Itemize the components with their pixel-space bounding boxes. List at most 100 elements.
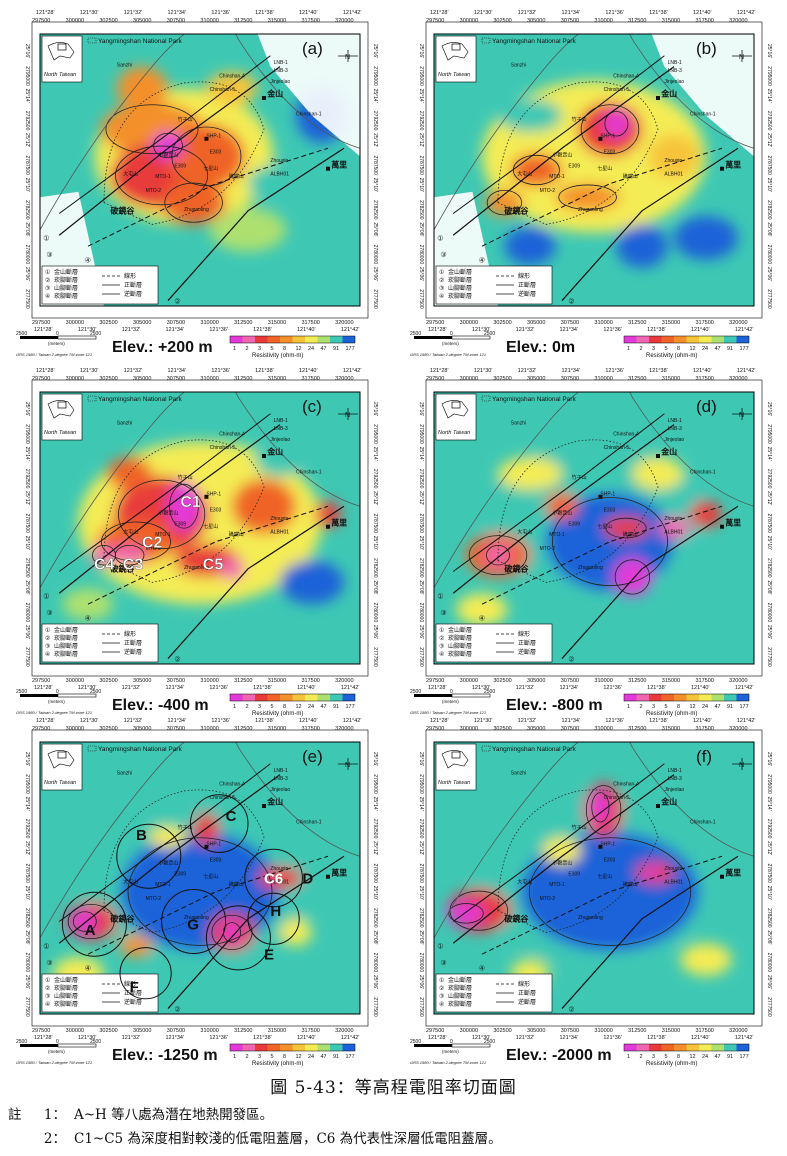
bottom-tm-label: 297500 xyxy=(32,320,50,326)
bottom-tm-label: 305000 xyxy=(133,678,151,684)
colorbar-swatch xyxy=(230,694,243,701)
contour-line xyxy=(127,837,273,946)
colorbar-title: Resistivity (ohm-m) xyxy=(252,1061,303,1067)
zone-label-f: F xyxy=(130,979,139,996)
resistivity-zone xyxy=(498,457,562,490)
bottom-tm-label: 297500 xyxy=(426,678,444,684)
bottom-longitude-label: 121°40' xyxy=(691,1035,710,1041)
colorbar-tick: 1 xyxy=(627,704,630,710)
place-label-mto2: MTO-2 xyxy=(540,188,556,194)
bottom-longitude-label: 121°42' xyxy=(735,1035,754,1041)
right-tick-label: 2780000 xyxy=(372,603,378,623)
scale-unit: (meters) xyxy=(442,699,459,704)
fault-line-2 xyxy=(452,55,665,214)
resistivity-map xyxy=(434,34,754,306)
bottom-longitude-label: 121°34' xyxy=(166,327,185,333)
top-longitude-label: 121°28' xyxy=(430,718,449,724)
legend-symbol: ④ xyxy=(45,651,50,658)
bottom-longitude-label: 121°38' xyxy=(647,327,666,333)
place-label-jinjiao: Jinjeolao xyxy=(664,79,684,85)
right-tick-label: 2777500 xyxy=(766,997,772,1017)
resistivity-zone xyxy=(113,544,146,567)
right-tick-label: 2795000 xyxy=(372,774,378,794)
park-legend-symbol xyxy=(87,745,97,752)
zone-label-a: A xyxy=(85,922,96,939)
north-arrow-icon: N xyxy=(732,408,752,420)
colorbar-swatch xyxy=(267,1044,280,1051)
top-longitude-label: 121°32' xyxy=(124,10,143,16)
place-label-chinshan5: Chinshan-5 xyxy=(210,87,236,93)
well-marker xyxy=(656,96,660,100)
bottom-tm-label: 307500 xyxy=(167,320,185,326)
place-label-lnb1: LNB-1 xyxy=(668,60,682,66)
resistivity-zone xyxy=(613,557,652,596)
bottom-tm-label: 305000 xyxy=(527,320,545,326)
scale-number: 0 xyxy=(450,331,453,337)
resistivity-zone xyxy=(116,66,168,111)
right-tick-label: 25°10' xyxy=(766,886,772,900)
coastline xyxy=(434,392,754,589)
bottom-longitude-label: 121°36' xyxy=(603,1035,622,1041)
left-tick-label: 25°12' xyxy=(24,133,30,147)
colorbar-swatch xyxy=(342,694,355,701)
panel-label: (b) xyxy=(696,39,717,58)
colorbar-swatch xyxy=(711,1044,724,1051)
colorbar-tick: 177 xyxy=(346,1054,355,1060)
right-tick-label: 25°08' xyxy=(372,930,378,944)
right-tick-label: 2795000 xyxy=(766,424,772,444)
colorbar-tick: 1 xyxy=(233,1054,236,1060)
place-label-mto2: MTO-2 xyxy=(540,896,556,902)
bottom-tm-label: 317500 xyxy=(695,320,713,326)
colorbar-swatch xyxy=(317,1044,330,1051)
fault-number: ④ xyxy=(479,964,485,972)
bottom-longitude-label: 121°36' xyxy=(209,685,228,691)
top-longitude-label: 121°42' xyxy=(343,368,362,374)
fault-number: ③ xyxy=(46,251,52,259)
fault-number: ④ xyxy=(85,964,91,972)
bottom-longitude-label: 121°32' xyxy=(122,327,141,333)
note-number: 1： xyxy=(43,1107,66,1123)
bottom-tm-label: 315000 xyxy=(268,1028,286,1034)
place-label-zhugaoling: Zhugaoling xyxy=(578,207,603,213)
fault-number: ② xyxy=(174,297,180,305)
park-boundary xyxy=(103,789,265,933)
place-label-qixing: 七星山 xyxy=(597,165,612,172)
colorbar-swatch xyxy=(686,694,699,701)
place-label-datun: 大屯山 xyxy=(123,878,138,885)
left-tick-label: 25°06' xyxy=(24,267,30,281)
colorbar-swatch xyxy=(649,1044,662,1051)
legend-text: 金山斷層 xyxy=(54,268,78,276)
colorbar-swatch xyxy=(736,694,749,701)
note-row-1: 註 1： A~H 等八處為潛在地熱開發區。 xyxy=(8,1103,502,1127)
place-label-mto1: MTO-1 xyxy=(549,532,565,538)
left-tick-label: 2787500 xyxy=(24,155,30,175)
legend-text: 崁腳斷層 xyxy=(448,984,472,992)
contour-line xyxy=(486,189,523,216)
place-label-e309: E309 xyxy=(174,163,186,169)
legend-symbol: ③ xyxy=(45,285,50,292)
colorbar-tick: 1 xyxy=(627,346,630,352)
park-legend-label: Yangmingshan National Park xyxy=(98,396,182,403)
top-tm-label: 312500 xyxy=(628,726,646,732)
fault-line-2 xyxy=(452,413,665,572)
place-label-datun: 大屯山 xyxy=(517,170,532,177)
contour-line xyxy=(551,497,668,587)
svg-text:N: N xyxy=(345,762,350,769)
place-label-wanli: 萬里 xyxy=(331,517,347,527)
elevation-label: Elev.: -800 m xyxy=(506,697,603,714)
right-tick-label: 2792500 xyxy=(766,819,772,839)
colorbar-swatch xyxy=(636,336,649,343)
north-taiwan-label: North Taiwan xyxy=(44,780,76,786)
place-label-sanzhi: Sanzhi xyxy=(511,63,526,69)
bottom-tm-label: 317500 xyxy=(301,1028,319,1034)
colorbar-swatch xyxy=(317,336,330,343)
bottom-tm-label: 307500 xyxy=(561,320,579,326)
legend-text: 崁腳斷層 xyxy=(54,650,78,658)
colorbar-tick: 3 xyxy=(258,704,261,710)
colorbar-tick: 24 xyxy=(702,346,708,352)
fault-number: ③ xyxy=(440,251,446,259)
place-label-sanzhi: Sanzhi xyxy=(511,421,526,427)
